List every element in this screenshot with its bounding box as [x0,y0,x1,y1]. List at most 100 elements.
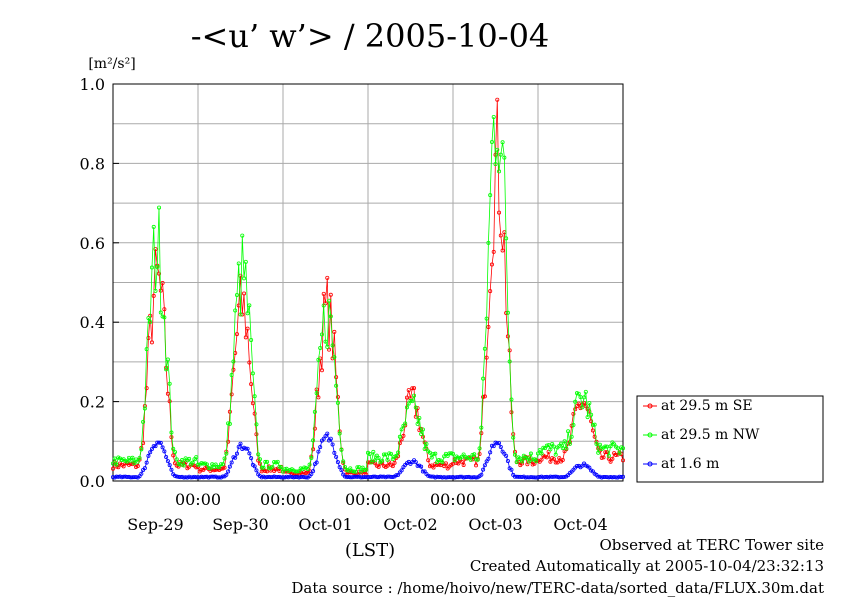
data-point [450,451,455,456]
data-point [606,453,611,458]
data-point [571,423,576,428]
data-point [436,462,441,467]
data-point [119,475,124,480]
data-point [328,314,333,319]
data-point [367,451,372,456]
data-point [134,475,139,480]
data-point [142,406,147,411]
grid-lines [113,84,623,481]
series-layer [111,97,626,480]
data-point [551,457,556,462]
data-point [594,441,599,446]
data-point [335,400,340,405]
data-point [153,288,158,293]
data-point [452,458,457,463]
data-point [305,467,310,472]
data-point [484,459,489,464]
data-point [229,373,234,378]
data-point [436,458,441,463]
data-point [277,469,282,474]
data-point [380,474,385,479]
data-point [523,456,528,461]
data-point [144,347,149,352]
data-point [559,441,564,446]
data-point [217,465,222,470]
data-point [259,465,264,470]
data-point [442,464,447,469]
data-point [215,464,220,469]
data-point [546,449,551,454]
data-point [111,461,116,466]
data-point [234,451,239,456]
data-point [621,458,626,463]
data-point [355,474,360,479]
data-point [491,114,496,119]
data-point [481,376,486,381]
legend-swatch-marker [647,461,653,467]
data-point [621,446,626,451]
data-point [176,462,181,467]
data-point [474,463,479,468]
data-point [164,367,169,372]
data-point [495,441,500,446]
data-point [337,465,342,470]
data-point [541,445,546,450]
data-point [484,316,489,321]
data-point [240,233,245,238]
data-point [429,474,434,479]
data-point [358,469,363,474]
data-point [603,450,608,455]
data-point [383,452,388,457]
data-point [419,432,424,437]
data-point [146,335,151,340]
data-point [171,446,176,451]
data-point [551,444,556,449]
data-point [415,463,420,468]
data-point [413,405,418,410]
data-point [268,475,273,480]
x-time-label: 00:00 [175,490,221,509]
data-point [394,473,399,478]
data-point [151,293,156,298]
data-point [330,343,335,348]
data-point [238,312,243,317]
data-point [250,371,255,376]
y-axis-ticks: 0.0 0.2 0.4 0.6 0.8 1.0 [80,75,119,491]
data-point [505,458,510,463]
data-point [149,265,154,270]
data-point [403,421,408,426]
y-tick-label: 0.4 [80,313,105,332]
data-point [139,471,144,476]
data-point [482,463,487,468]
data-point [560,475,565,480]
data-point [573,399,578,404]
data-point [583,404,588,409]
y-tick-label: 1.0 [80,75,105,94]
data-point [488,289,493,294]
data-point [458,474,463,479]
data-point [180,458,185,463]
data-point [443,461,448,466]
data-point [250,401,255,406]
data-point [234,292,239,297]
data-point [576,391,581,396]
data-point [574,404,579,409]
data-point [615,446,620,451]
data-point [245,446,250,451]
data-point [220,474,225,479]
data-point [162,307,167,312]
data-point [376,455,381,460]
data-point [587,401,592,406]
data-point [311,438,316,443]
data-point [530,457,535,462]
data-point [227,464,232,469]
data-point [188,475,193,480]
data-point [385,457,390,462]
data-point [548,447,553,452]
y-axis-unit: [m²/s²] [88,56,135,72]
data-point [497,169,502,174]
data-point [195,462,200,467]
data-point [488,193,493,198]
data-point [486,324,491,329]
y-tick-label: 0.6 [80,234,105,253]
